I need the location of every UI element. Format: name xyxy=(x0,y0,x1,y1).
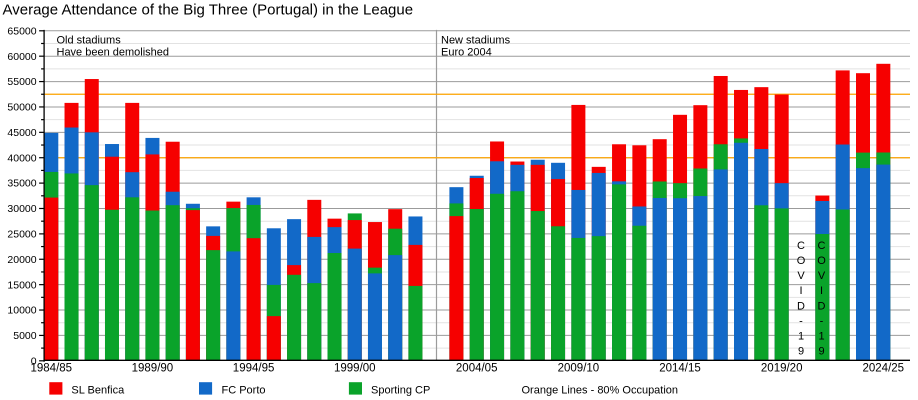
svg-text:2024/25: 2024/25 xyxy=(863,363,905,375)
svg-text:O: O xyxy=(797,255,806,267)
svg-text:Sporting CP: Sporting CP xyxy=(371,384,430,396)
svg-text:Euro 2004: Euro 2004 xyxy=(441,47,492,59)
svg-text:1: 1 xyxy=(798,331,804,343)
svg-text:0: 0 xyxy=(31,355,37,367)
svg-text:-: - xyxy=(799,315,803,327)
svg-text:40000: 40000 xyxy=(7,152,36,164)
svg-text:1984/85: 1984/85 xyxy=(31,363,73,375)
svg-text:FC Porto: FC Porto xyxy=(222,384,266,396)
svg-text:15000: 15000 xyxy=(7,279,36,291)
svg-text:I: I xyxy=(820,285,823,297)
svg-text:O: O xyxy=(817,255,826,267)
svg-text:1989/90: 1989/90 xyxy=(132,363,174,375)
svg-text:55000: 55000 xyxy=(7,76,36,88)
svg-text:25000: 25000 xyxy=(7,228,36,240)
svg-text:60000: 60000 xyxy=(7,51,36,63)
svg-text:5000: 5000 xyxy=(13,330,37,342)
svg-text:D: D xyxy=(797,300,805,312)
svg-text:2009/10: 2009/10 xyxy=(558,363,600,375)
svg-text:Orange Lines - 80% Occupation: Orange Lines - 80% Occupation xyxy=(522,384,679,396)
svg-text:V: V xyxy=(818,270,826,282)
svg-text:2004/05: 2004/05 xyxy=(456,363,498,375)
svg-text:20000: 20000 xyxy=(7,254,36,266)
svg-text:New stadiums: New stadiums xyxy=(441,35,511,47)
svg-text:C: C xyxy=(818,240,826,252)
svg-text:SL Benfica: SL Benfica xyxy=(71,384,125,396)
svg-text:30000: 30000 xyxy=(7,203,36,215)
svg-text:50000: 50000 xyxy=(7,102,36,114)
svg-text:C: C xyxy=(797,240,805,252)
svg-text:1994/95: 1994/95 xyxy=(233,363,275,375)
svg-text:10000: 10000 xyxy=(7,305,36,317)
svg-text:1999/00: 1999/00 xyxy=(334,363,376,375)
svg-text:65000: 65000 xyxy=(7,25,36,37)
svg-text:9: 9 xyxy=(798,346,804,358)
svg-text:9: 9 xyxy=(818,346,824,358)
svg-text:D: D xyxy=(818,300,826,312)
svg-text:V: V xyxy=(797,270,805,282)
svg-text:Old stadiums: Old stadiums xyxy=(57,35,122,47)
svg-text:2014/15: 2014/15 xyxy=(659,363,701,375)
svg-text:2019/20: 2019/20 xyxy=(761,363,803,375)
svg-text:45000: 45000 xyxy=(7,127,36,139)
svg-text:I: I xyxy=(799,285,802,297)
svg-text:Average Attendance of the Big: Average Attendance of the Big Three (Por… xyxy=(3,2,414,19)
svg-text:Have been demolished: Have been demolished xyxy=(57,47,170,59)
svg-text:1: 1 xyxy=(818,331,824,343)
svg-text:-: - xyxy=(820,315,824,327)
svg-text:35000: 35000 xyxy=(7,178,36,190)
